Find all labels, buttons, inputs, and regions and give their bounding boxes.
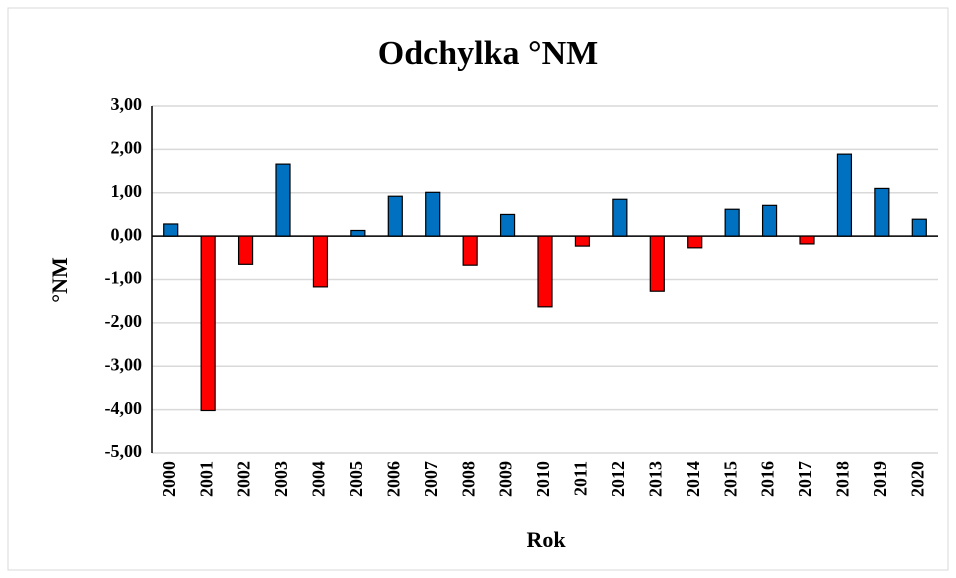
y-tick-label: -4,00 [105,398,143,418]
x-tick-label: 2017 [795,461,815,497]
bar [649,235,665,292]
x-tick-label: 2019 [870,461,890,497]
x-tick-label: 2010 [533,461,553,497]
y-tick-label: 0,00 [111,224,143,244]
chart-title: Odchylka °NM [378,35,598,72]
bar [312,235,329,288]
y-axis-label: °NM [47,257,72,303]
x-tick-label: 2011 [571,461,591,496]
x-tick-label: 2009 [496,461,516,497]
bar [537,235,553,308]
bar [275,163,291,237]
bar [612,198,628,237]
x-tick-label: 2014 [683,461,703,497]
y-tick-label: 1,00 [111,181,143,201]
x-tick-label: 2020 [907,461,927,497]
bar [163,223,179,237]
y-tick-label: -1,00 [105,268,143,288]
bar [237,235,254,265]
x-axis-label: Rok [526,527,566,552]
x-tick-label: 2015 [720,461,740,497]
x-tick-label: 2008 [458,461,478,497]
bar [462,235,478,266]
bar [761,204,778,237]
chart-frame [7,7,949,571]
x-tick-label: 2013 [645,461,665,497]
bar [724,208,740,237]
bar [874,187,890,237]
x-tick-label: 2016 [758,461,778,497]
y-tick-label: -5,00 [105,441,143,461]
bar [836,153,853,237]
x-tick-label: 2006 [383,461,403,497]
x-tick-label: 2018 [833,461,853,497]
bar [799,235,815,245]
y-tick-label: -3,00 [105,354,143,374]
x-tick-label: 2012 [608,461,628,497]
y-tick-label: 2,00 [111,138,143,158]
x-tick-label: 2002 [234,461,254,497]
bar [574,235,591,247]
y-tick-label: 3,00 [111,94,143,114]
bar [200,235,216,412]
bar [911,218,927,237]
bar [687,235,703,249]
x-tick-label: 2001 [196,461,216,497]
bar [350,229,366,237]
y-tick-label: -2,00 [105,311,143,331]
x-tick-label: 2004 [309,461,329,497]
x-tick-label: 2003 [271,461,291,497]
bar [499,213,516,237]
bar [387,195,403,237]
x-tick-label: 2005 [346,461,366,497]
bar [425,191,441,237]
x-tick-label: 2000 [159,461,179,497]
x-tick-label: 2007 [421,461,441,497]
